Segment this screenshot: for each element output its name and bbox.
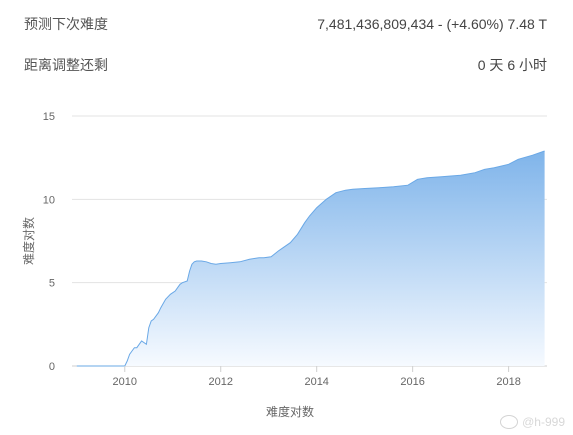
difficulty-line: [76, 150, 545, 367]
x-axis: 2010 2012 2014 2016 2018: [113, 366, 521, 388]
next-difficulty-value: 7,481,436,809,434 - (+4.60%) 7.48 T: [317, 16, 547, 32]
x-axis-label: 难度对数: [266, 404, 314, 419]
x-tick-label: 2010: [113, 376, 137, 388]
time-left-row: 距离调整还剩 0 天 6 小时: [24, 54, 547, 76]
y-tick-label: 0: [49, 361, 55, 373]
next-difficulty-label: 预测下次难度: [24, 16, 108, 32]
weibo-icon: [500, 415, 519, 429]
x-tick-label: 2018: [496, 376, 520, 388]
watermark: @h-999: [500, 415, 565, 429]
next-difficulty-row: 预测下次难度 7,481,436,809,434 - (+4.60%) 7.48…: [24, 13, 547, 35]
x-tick-label: 2012: [208, 376, 232, 388]
time-left-label: 距离调整还剩: [24, 57, 108, 73]
y-axis-label: 难度对数: [21, 217, 36, 265]
y-tick-label: 5: [49, 278, 55, 290]
time-left-value: 0 天 6 小时: [477, 57, 547, 73]
x-tick-label: 2014: [304, 376, 328, 388]
difficulty-area: [76, 151, 545, 366]
y-axis: 0 5 10 15: [43, 111, 55, 373]
watermark-text: @h-999: [522, 415, 565, 429]
y-tick-label: 15: [43, 111, 55, 123]
x-tick-label: 2016: [400, 376, 424, 388]
y-tick-label: 10: [43, 194, 55, 206]
